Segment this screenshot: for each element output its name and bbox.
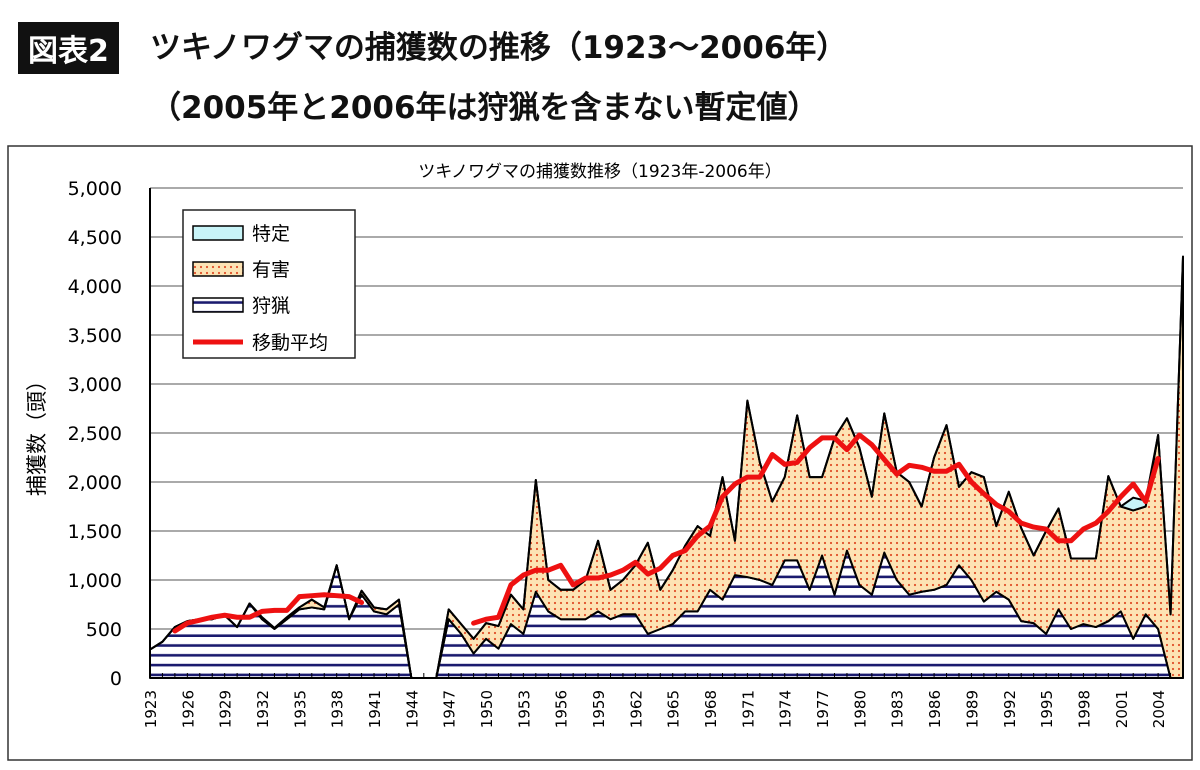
y-tick-label: 1,500: [68, 521, 122, 543]
x-tick-label: 1974: [777, 690, 795, 728]
area-special: [149, 255, 1184, 679]
x-tick-label: 1947: [441, 690, 459, 728]
x-tick-label: 1965: [665, 690, 683, 728]
legend-swatch-harmful: [192, 261, 244, 277]
moving-average-line: [172, 592, 365, 634]
x-tick-label: 1998: [1075, 690, 1093, 728]
x-tick-label: 1929: [217, 690, 235, 728]
moving-average-line: [471, 432, 1161, 626]
x-tick-label: 1932: [254, 690, 272, 728]
y-tick-label: 3,500: [68, 325, 122, 347]
x-tick-label: 1923: [142, 690, 160, 728]
legend-swatch-hunting: [192, 297, 244, 313]
chart-frame: [7, 145, 1193, 761]
x-tick-label: 2004: [1150, 690, 1168, 728]
x-tick-label: 1944: [403, 690, 421, 728]
x-tick-label: 1986: [926, 690, 944, 728]
y-tick-label: 2,500: [68, 423, 122, 445]
x-tick-label: 1971: [739, 690, 757, 728]
y-tick-label: 0: [110, 668, 122, 690]
x-tick-label: 1968: [702, 690, 720, 728]
y-tick-label: 5,000: [68, 178, 122, 200]
x-tick-label: 1926: [179, 690, 197, 728]
x-tick-label: 1995: [1038, 690, 1056, 728]
y-tick-label: 4,500: [68, 227, 122, 249]
x-tick-label: 2001: [1113, 690, 1131, 728]
y-tick-label: 3,000: [68, 374, 122, 396]
figure-badge: 図表2: [18, 22, 119, 74]
x-tick-label: 1980: [851, 690, 869, 728]
legend-label-harmful: 有害: [252, 259, 290, 281]
x-tick-label: 1983: [889, 690, 907, 728]
x-tick-label: 1941: [366, 690, 384, 728]
page-title: ツキノワグマの捕獲数の推移（1923〜2006年）: [150, 30, 848, 66]
legend-swatch-special: [192, 225, 244, 241]
page-subtitle: （2005年と2006年は狩猟を含まない暫定値）: [150, 90, 819, 126]
x-tick-label: 1989: [963, 690, 981, 728]
y-tick-label: 4,000: [68, 276, 122, 298]
legend-label-moving-average: 移動平均: [252, 332, 328, 354]
x-tick-label: 1953: [515, 690, 533, 728]
legend-label-hunting: 狩猟: [252, 295, 290, 317]
x-tick-label: 1950: [478, 690, 496, 728]
legend-label-special: 特定: [252, 223, 290, 245]
chart-title: ツキノワグマの捕獲数推移（1923年-2006年）: [418, 162, 781, 182]
x-tick-label: 1938: [329, 690, 347, 728]
x-tick-label: 1962: [627, 690, 645, 728]
y-tick-label: 1,000: [68, 570, 122, 592]
x-tick-label: 1977: [814, 690, 832, 728]
x-tick-label: 1956: [553, 690, 571, 728]
y-tick-label: 2,000: [68, 472, 122, 494]
legend: 特定 有害 狩猟 移動平均: [182, 209, 356, 359]
x-tick-label: 1935: [291, 690, 309, 728]
x-tick-label: 1959: [590, 690, 608, 728]
x-tick-label: 1992: [1001, 690, 1019, 728]
y-axis-label: 捕獲数（頭）: [25, 370, 49, 496]
y-tick-label: 500: [86, 619, 122, 641]
